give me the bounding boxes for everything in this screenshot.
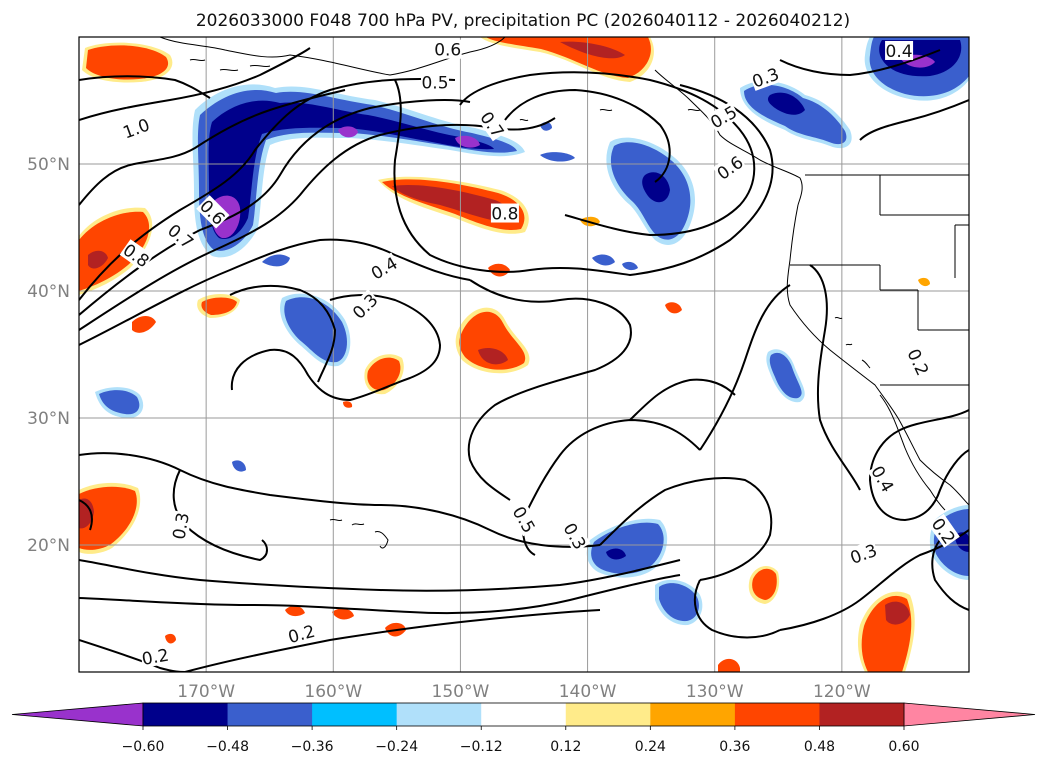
contour-label: 0.4 bbox=[885, 40, 914, 62]
contour-label: 0.3 bbox=[168, 510, 194, 542]
contour-label: 0.2 bbox=[139, 644, 171, 670]
colorbar-segment bbox=[565, 703, 651, 726]
x-tick-label: 140°W bbox=[559, 682, 617, 702]
contour-label-bg bbox=[433, 39, 462, 59]
contour-label-bg bbox=[867, 461, 899, 496]
contour-label-bg bbox=[119, 114, 153, 142]
contour-label-bg bbox=[367, 252, 401, 283]
colorbar-frame bbox=[142, 702, 905, 727]
contour-label-bg bbox=[285, 620, 318, 647]
contour-label-bg bbox=[196, 195, 230, 229]
colorbar-segment bbox=[227, 703, 313, 726]
contour-label: 0.6 bbox=[433, 39, 462, 61]
map-gridlines bbox=[79, 37, 969, 672]
contour-label-bg bbox=[119, 239, 154, 271]
contour-label-bg bbox=[139, 644, 171, 669]
colorbar-tick-label: −0.24 bbox=[375, 739, 418, 755]
contour-label-bg bbox=[490, 203, 519, 223]
map-panel: 1.00.80.70.60.60.50.70.80.40.30.50.60.30… bbox=[78, 36, 970, 673]
contour-label-bg bbox=[348, 289, 382, 323]
y-tick-label: 20°N bbox=[27, 536, 70, 556]
contour-label-bg bbox=[904, 345, 934, 379]
contour-label-bg bbox=[712, 151, 747, 184]
colorbar-segment bbox=[819, 703, 905, 726]
precip-positive-shading bbox=[79, 37, 930, 672]
colorbar-tick-label: 0.12 bbox=[550, 739, 581, 755]
x-tick-label: 130°W bbox=[686, 682, 744, 702]
colorbar-tick-label: 0.60 bbox=[888, 739, 919, 755]
pv-contours bbox=[79, 47, 969, 672]
map-frame bbox=[78, 36, 970, 673]
colorbar-tick-label: 0.36 bbox=[719, 739, 750, 755]
colorbar-extend-low bbox=[11, 702, 144, 727]
colorbar-segment bbox=[312, 703, 398, 726]
contour-label-bg bbox=[476, 107, 509, 142]
contour-label-text: 0.2 bbox=[140, 646, 170, 670]
colorbar-segment bbox=[734, 703, 820, 726]
contour-label-bg bbox=[748, 63, 782, 91]
colorbar-tick-label: 0.48 bbox=[804, 739, 835, 755]
colorbar-tick-label: −0.60 bbox=[122, 739, 165, 755]
y-tick-label: 50°N bbox=[27, 155, 70, 175]
contour-label-bg bbox=[509, 502, 540, 537]
contour-label-bg bbox=[560, 518, 591, 553]
contour-label-bg bbox=[706, 101, 741, 132]
contour-label-text: 0.3 bbox=[170, 511, 194, 541]
contour-label-text: 0.8 bbox=[491, 205, 518, 225]
colorbar-segment bbox=[481, 703, 567, 726]
y-tick-label: 40°N bbox=[27, 282, 70, 302]
contour-label-text: 0.4 bbox=[886, 42, 913, 62]
x-tick-label: 150°W bbox=[432, 682, 490, 702]
contour-label-text: 0.5 bbox=[421, 74, 448, 94]
colorbar-segment bbox=[143, 703, 229, 726]
longitude-ticks: 170°W 160°W 150°W 140°W 130°W 120°W bbox=[177, 682, 871, 702]
colorbar: −0.60 −0.48 −0.36 −0.24 −0.12 0.12 0.24 0.36 0.4… bbox=[11, 702, 1036, 755]
chart-title: 2026033000 F048 700 hPa PV, precipitatio… bbox=[196, 11, 850, 31]
y-tick-label: 30°N bbox=[27, 409, 70, 429]
colorbar-segment bbox=[650, 703, 736, 726]
latitude-ticks: 20°N 30°N 40°N 50°N bbox=[27, 155, 70, 556]
contour-label: 0.8 bbox=[490, 203, 519, 225]
colorbar-extend-high bbox=[903, 702, 1036, 727]
colorbar-tick-label: 0.24 bbox=[635, 739, 666, 755]
x-tick-label: 170°W bbox=[177, 682, 235, 702]
colorbar-tick-label: −0.36 bbox=[291, 739, 334, 755]
contour-label: 0.5 bbox=[421, 72, 449, 94]
contour-label-text: 0.6 bbox=[434, 41, 461, 61]
colorbar-tick-label: −0.12 bbox=[460, 739, 503, 755]
contour-label-bg bbox=[885, 40, 914, 60]
contour-label-bg bbox=[164, 219, 198, 253]
x-tick-label: 120°W bbox=[813, 682, 871, 702]
coastlines bbox=[159, 37, 969, 549]
contour-label-bg bbox=[846, 539, 880, 568]
contour-label-bg bbox=[421, 72, 449, 92]
x-tick-label: 160°W bbox=[304, 682, 362, 702]
contour-label-bg bbox=[928, 513, 960, 548]
colorbar-segment bbox=[396, 703, 482, 726]
colorbar-tick-label: −0.48 bbox=[206, 739, 249, 755]
contour-label-bg bbox=[168, 510, 193, 542]
